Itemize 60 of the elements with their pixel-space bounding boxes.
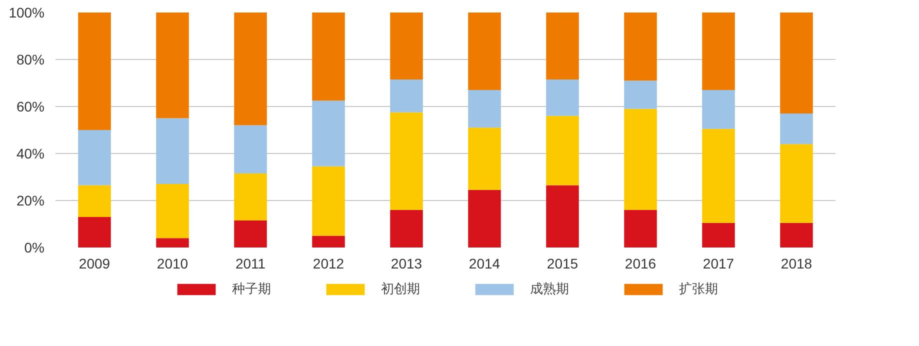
y-tick-label: 100% xyxy=(8,4,45,20)
bar xyxy=(780,222,813,248)
legend-label: 扩张期 xyxy=(679,281,718,298)
bar xyxy=(468,190,501,248)
y-tick-label: 0% xyxy=(24,240,44,256)
bar xyxy=(156,118,189,184)
bar xyxy=(390,12,423,80)
bar xyxy=(546,185,579,248)
bar xyxy=(702,12,735,90)
bar xyxy=(624,210,657,248)
x-tick-label: 2010 xyxy=(156,256,188,272)
bar xyxy=(780,12,813,114)
y-tick-label: 40% xyxy=(16,146,45,162)
bar xyxy=(390,79,423,112)
bar xyxy=(624,108,657,210)
x-tick-label: 2016 xyxy=(624,256,656,272)
bar xyxy=(390,210,423,248)
bar xyxy=(78,216,111,248)
bar xyxy=(312,236,345,248)
x-tick-label: 2011 xyxy=(235,256,266,272)
x-tick-label: 2015 xyxy=(546,256,578,272)
bar xyxy=(702,90,735,129)
y-tick-label: 60% xyxy=(16,98,45,114)
bar xyxy=(312,100,345,166)
x-tick-label: 2014 xyxy=(468,256,500,272)
bar xyxy=(234,12,267,126)
bar xyxy=(312,166,345,236)
y-tick-label: 20% xyxy=(16,192,45,208)
legend-label: 种子期 xyxy=(232,281,271,298)
bar xyxy=(156,184,189,238)
bar xyxy=(780,114,813,144)
bar xyxy=(546,79,579,116)
bar xyxy=(468,12,501,90)
legend-label: 成熟期 xyxy=(530,281,569,298)
x-tick-label: 2012 xyxy=(312,256,344,272)
y-tick-label: 80% xyxy=(16,52,45,68)
bar xyxy=(624,80,657,109)
bar xyxy=(78,12,111,130)
bar xyxy=(702,128,735,223)
legend-label: 初创期 xyxy=(381,281,420,298)
bar xyxy=(156,238,189,248)
bar xyxy=(546,116,579,186)
bar xyxy=(78,130,111,186)
bar xyxy=(468,90,501,128)
x-tick-label: 2009 xyxy=(78,256,110,272)
bar xyxy=(546,12,579,80)
bar xyxy=(234,173,267,220)
bar xyxy=(624,12,657,81)
bar xyxy=(468,128,501,190)
bar xyxy=(234,220,267,248)
bar xyxy=(234,125,267,174)
bar xyxy=(78,185,111,217)
x-tick-label: 2013 xyxy=(390,256,422,272)
bar xyxy=(156,12,189,118)
bar xyxy=(390,112,423,210)
x-tick-label: 2018 xyxy=(780,256,812,272)
bar xyxy=(312,12,345,101)
bar xyxy=(780,144,813,223)
bar xyxy=(702,222,735,248)
x-tick-label: 2017 xyxy=(702,256,734,272)
